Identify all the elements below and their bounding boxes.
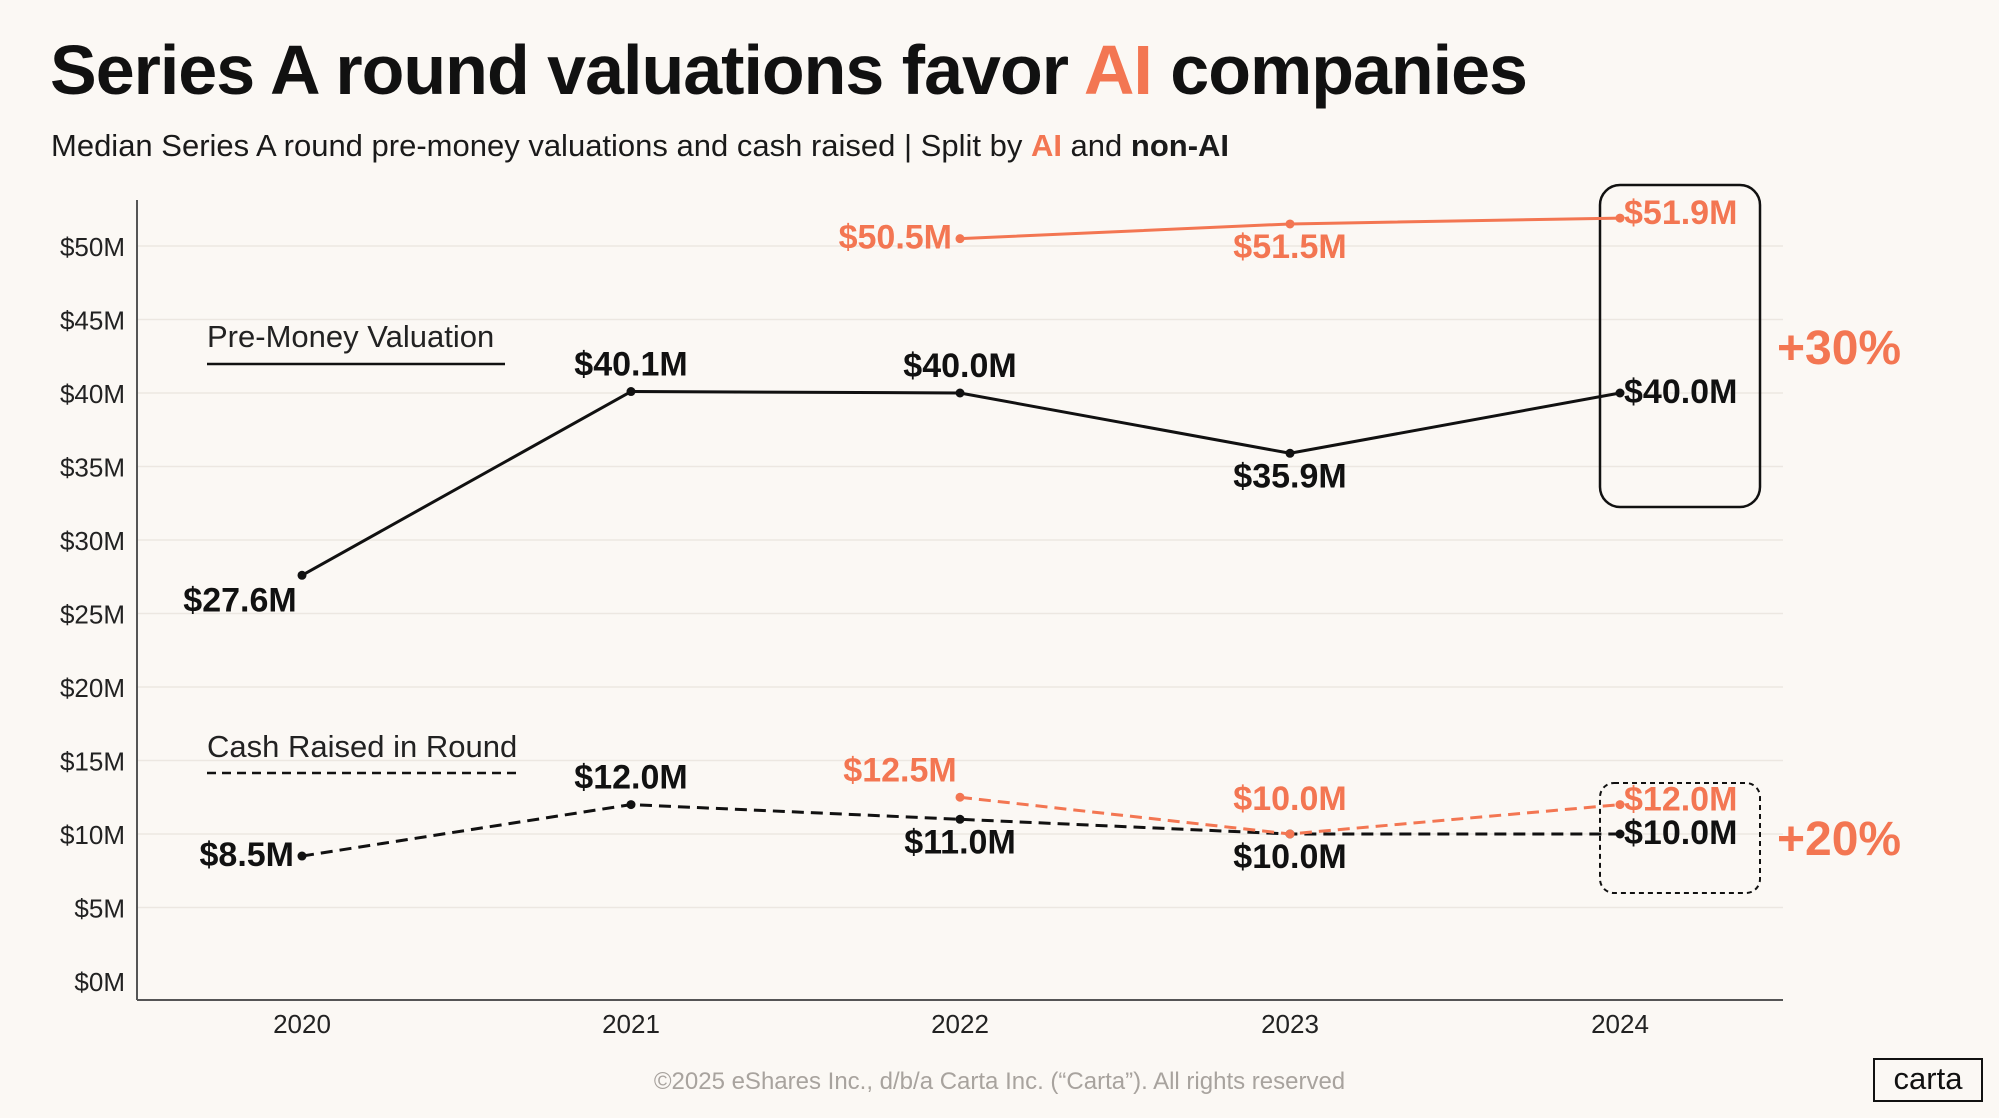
y-tick-label: $30M <box>60 526 125 556</box>
data-point <box>1615 829 1625 839</box>
x-tick-label: 2020 <box>273 1009 331 1039</box>
y-tick-label: $25M <box>60 600 125 630</box>
data-label: $40.1M <box>574 346 687 384</box>
title-accent: AI <box>1083 31 1153 109</box>
y-tick-label: $15M <box>60 747 125 777</box>
data-point <box>1615 800 1625 810</box>
y-tick-label: $35M <box>60 453 125 483</box>
legend-cash-label: Cash Raised in Round <box>207 729 517 764</box>
data-label: $40.0M <box>903 347 1016 385</box>
data-point <box>626 800 636 810</box>
y-tick-label: $20M <box>60 673 125 703</box>
data-label: $35.9M <box>1233 457 1346 495</box>
y-tick-label: $10M <box>60 820 125 850</box>
data-label: $10.0M <box>1624 814 1737 852</box>
data-label: $12.0M <box>574 759 687 797</box>
data-point <box>297 851 307 861</box>
y-tick-label: $50M <box>60 232 125 262</box>
data-label: $11.0M <box>904 823 1016 861</box>
data-point <box>955 234 965 244</box>
data-point <box>1285 448 1295 458</box>
data-label: $8.5M <box>200 836 295 874</box>
x-tick-label: 2024 <box>1591 1009 1649 1039</box>
title-prefix: Series A round valuations favor <box>50 31 1084 109</box>
y-tick-label: $5M <box>74 894 125 924</box>
x-tick-label: 2023 <box>1261 1009 1319 1039</box>
carta-logo: carta <box>1873 1058 1983 1102</box>
data-point <box>955 388 965 398</box>
data-point <box>1615 213 1625 223</box>
data-label: $51.5M <box>1233 228 1346 266</box>
data-point <box>626 387 636 397</box>
chart-subtitle: Median Series A round pre-money valuatio… <box>51 128 1229 164</box>
annotation-cash-delta: +20% <box>1777 813 1901 866</box>
data-point <box>1615 388 1625 398</box>
data-point <box>1285 219 1295 229</box>
highlight-box-valuation <box>1598 183 1762 509</box>
highlight-box-cash <box>1599 782 1761 894</box>
y-tick-label: $0M <box>74 967 125 997</box>
x-tick-label: 2021 <box>602 1009 660 1039</box>
subtitle-non-ai: non-AI <box>1130 128 1230 163</box>
subtitle-ai: AI <box>1030 128 1062 163</box>
data-label: $51.9M <box>1624 194 1737 232</box>
data-label: $40.0M <box>1624 373 1737 411</box>
series-line-non_ai-valuation <box>301 390 1621 577</box>
chart-title: Series A round valuations favor AI compa… <box>50 30 1528 110</box>
legend-valuation-label: Pre-Money Valuation <box>207 319 494 354</box>
y-tick-label: $45M <box>60 306 125 336</box>
subtitle-prefix: Median Series A round pre-money valuatio… <box>51 128 1031 163</box>
title-suffix: companies <box>1151 31 1528 109</box>
copyright-footer: ©2025 eShares Inc., d/b/a Carta Inc. (“C… <box>653 1068 1346 1095</box>
y-tick-label: $40M <box>60 379 125 409</box>
data-point <box>955 792 965 802</box>
annotation-valuation-delta: +30% <box>1777 322 1901 375</box>
data-point <box>297 570 307 580</box>
data-label: $27.6M <box>183 581 296 619</box>
subtitle-middle: and <box>1061 128 1131 163</box>
data-point <box>955 814 965 824</box>
x-tick-label: 2022 <box>931 1009 989 1039</box>
data-label: $10.0M <box>1233 780 1346 818</box>
data-label: $12.5M <box>843 751 956 789</box>
series-line-non_ai-cash <box>301 803 1620 858</box>
data-label: $10.0M <box>1233 838 1346 876</box>
data-point <box>1285 829 1295 839</box>
data-label: $12.0M <box>1624 781 1737 819</box>
data-label: $50.5M <box>839 219 952 257</box>
